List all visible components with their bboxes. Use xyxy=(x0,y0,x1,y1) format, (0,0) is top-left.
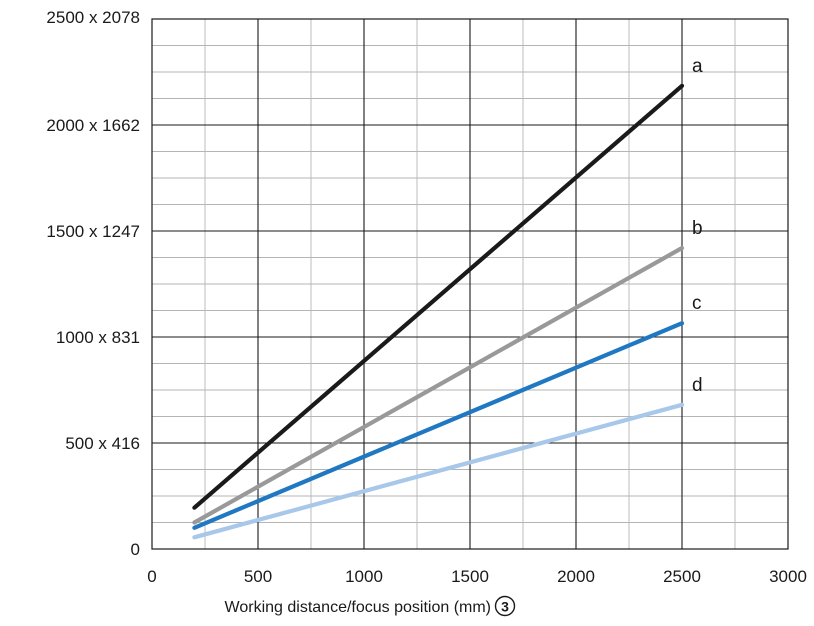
series-line-a xyxy=(192,83,685,510)
series-label-b: b xyxy=(692,218,703,239)
x-tick-label: 2500 xyxy=(663,567,701,586)
x-tick-label: 1500 xyxy=(451,567,489,586)
y-tick-labels: 0 500 x 416 1000 x 831 1500 x 1247 2000 x 16… xyxy=(46,8,140,559)
y-tick-label: 1500 x 1247 xyxy=(46,222,140,241)
x-tick-labels: 0 500 1000 1500 2000 2500 3000 xyxy=(147,567,807,586)
major-grid xyxy=(152,19,788,549)
series-layer: a b c d xyxy=(192,56,703,540)
series-line-d xyxy=(192,402,685,540)
plot-frame xyxy=(151,18,789,550)
x-axis-label: Working distance/focus position (mm) xyxy=(225,599,491,616)
x-tick-label: 0 xyxy=(147,567,156,586)
x-tick-label: 2000 xyxy=(557,567,595,586)
x-tick-label: 500 xyxy=(244,567,272,586)
x-tick-label: 3000 xyxy=(769,567,807,586)
y-tick-label: 1000 x 831 xyxy=(56,328,140,347)
series-label-a: a xyxy=(692,56,703,77)
x-axis-title: Working distance/focus position (mm) 3 xyxy=(225,595,516,617)
series-label-d: d xyxy=(692,375,703,396)
y-tick-label: 2500 x 2078 xyxy=(46,8,140,27)
x-axis-marker-circle xyxy=(494,595,516,617)
series-line-b xyxy=(192,245,685,525)
x-axis-marker-number: 3 xyxy=(501,599,509,615)
y-tick-label: 500 x 416 xyxy=(65,434,140,453)
x-tick-label: 1000 xyxy=(345,567,383,586)
y-tick-label: 0 xyxy=(131,540,140,559)
series-line-c xyxy=(192,321,685,530)
series-label-c: c xyxy=(692,293,702,314)
y-tick-label: 2000 x 1662 xyxy=(46,116,140,135)
